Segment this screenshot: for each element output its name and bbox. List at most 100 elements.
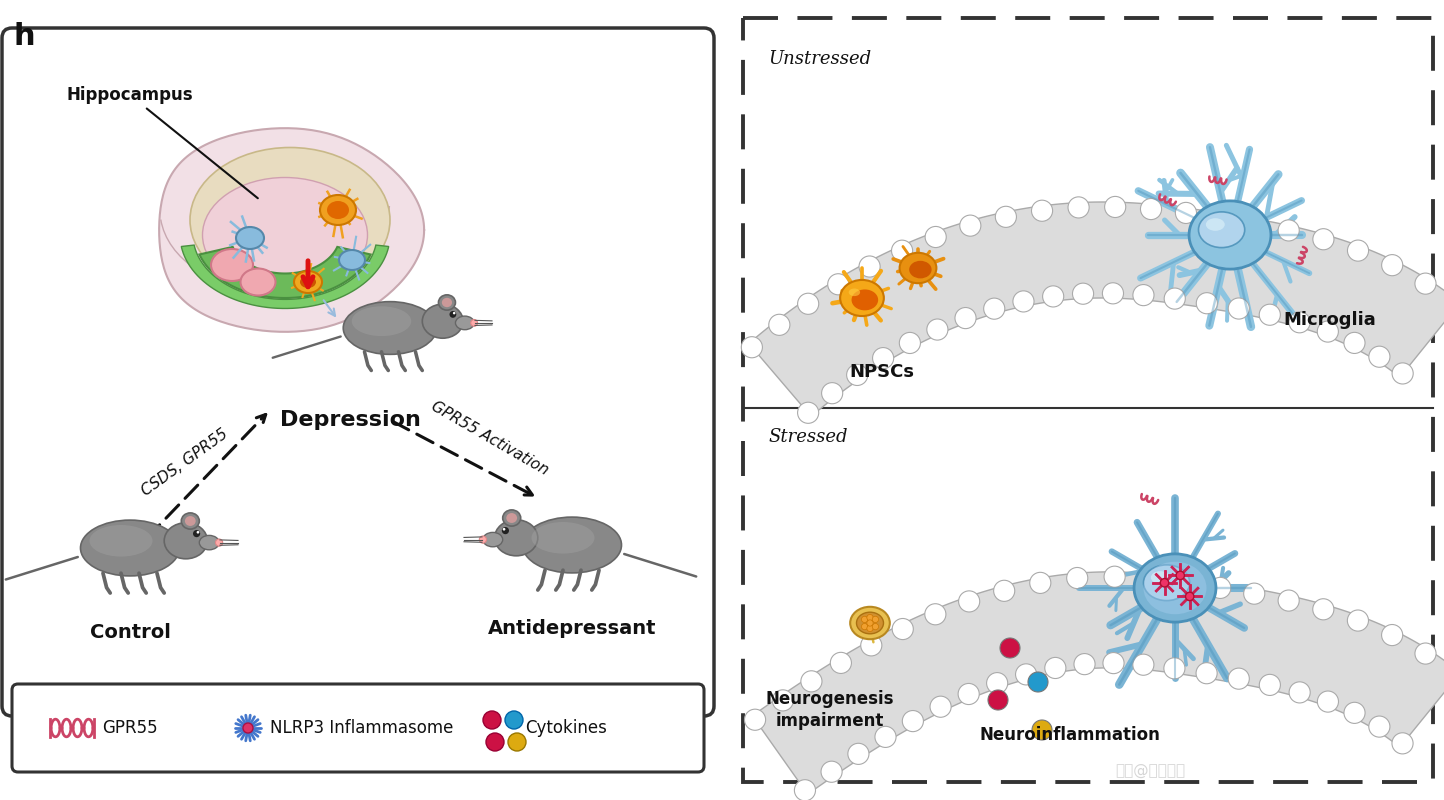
Circle shape	[1067, 567, 1087, 589]
Circle shape	[1134, 285, 1154, 306]
Circle shape	[861, 634, 882, 656]
Circle shape	[960, 215, 980, 236]
Ellipse shape	[199, 535, 219, 550]
Circle shape	[1186, 592, 1194, 601]
Circle shape	[1028, 672, 1048, 692]
Circle shape	[1001, 638, 1019, 658]
Circle shape	[1415, 273, 1435, 294]
Ellipse shape	[90, 525, 153, 557]
Circle shape	[959, 591, 979, 612]
Text: Unstressed: Unstressed	[768, 50, 871, 68]
Circle shape	[794, 780, 816, 800]
Circle shape	[875, 726, 897, 747]
Circle shape	[1012, 291, 1034, 312]
Circle shape	[930, 696, 952, 718]
Circle shape	[1141, 198, 1161, 220]
Circle shape	[768, 314, 790, 335]
Text: Control: Control	[90, 622, 170, 642]
Ellipse shape	[840, 280, 884, 316]
Circle shape	[891, 240, 913, 262]
Circle shape	[1344, 702, 1365, 723]
Ellipse shape	[852, 290, 878, 310]
Circle shape	[1289, 312, 1310, 333]
Circle shape	[959, 683, 979, 705]
Polygon shape	[752, 572, 1444, 794]
Ellipse shape	[81, 520, 179, 576]
Circle shape	[801, 670, 822, 692]
Circle shape	[995, 206, 1017, 227]
Circle shape	[1229, 668, 1249, 690]
Circle shape	[1132, 654, 1154, 675]
Circle shape	[822, 761, 842, 782]
Ellipse shape	[442, 298, 452, 307]
Ellipse shape	[851, 606, 890, 639]
Text: GPR55: GPR55	[103, 719, 157, 737]
Ellipse shape	[1134, 554, 1216, 622]
Circle shape	[846, 364, 868, 386]
Circle shape	[1278, 590, 1300, 611]
Circle shape	[503, 528, 505, 530]
Ellipse shape	[910, 261, 931, 278]
Circle shape	[1382, 625, 1402, 646]
Circle shape	[1015, 664, 1037, 685]
Ellipse shape	[503, 510, 521, 526]
Circle shape	[453, 312, 455, 314]
Circle shape	[797, 402, 819, 423]
Polygon shape	[199, 247, 371, 298]
Ellipse shape	[182, 513, 199, 529]
Circle shape	[482, 711, 501, 729]
Circle shape	[1210, 578, 1230, 598]
Circle shape	[924, 604, 946, 625]
Circle shape	[1031, 200, 1053, 222]
Circle shape	[1259, 674, 1281, 695]
Circle shape	[1278, 220, 1300, 241]
Circle shape	[1164, 288, 1186, 309]
Circle shape	[449, 311, 456, 318]
Circle shape	[1074, 654, 1095, 674]
Circle shape	[872, 347, 894, 369]
Circle shape	[1103, 653, 1123, 674]
Circle shape	[848, 743, 869, 765]
Circle shape	[745, 709, 765, 730]
Circle shape	[1043, 286, 1064, 307]
Text: GPR55 Activation: GPR55 Activation	[429, 398, 552, 478]
Text: 知乎@脑声常谈: 知乎@脑声常谈	[1115, 763, 1186, 778]
Circle shape	[797, 294, 819, 314]
Circle shape	[1102, 282, 1123, 304]
Ellipse shape	[455, 316, 474, 330]
Circle shape	[1175, 572, 1197, 594]
Ellipse shape	[295, 271, 322, 293]
Circle shape	[1045, 658, 1066, 678]
Ellipse shape	[849, 289, 861, 296]
Circle shape	[983, 298, 1005, 319]
Circle shape	[503, 527, 508, 534]
Ellipse shape	[185, 516, 196, 526]
Circle shape	[1392, 733, 1414, 754]
Circle shape	[866, 620, 874, 626]
Ellipse shape	[531, 522, 595, 554]
Circle shape	[243, 723, 253, 733]
Circle shape	[1243, 583, 1265, 604]
Circle shape	[1175, 571, 1184, 579]
Circle shape	[1243, 213, 1265, 234]
Circle shape	[1229, 298, 1249, 319]
Circle shape	[954, 307, 976, 329]
Ellipse shape	[300, 276, 316, 288]
Circle shape	[926, 226, 946, 247]
Circle shape	[862, 623, 868, 630]
Circle shape	[986, 673, 1008, 694]
Circle shape	[862, 616, 868, 622]
Circle shape	[508, 733, 526, 751]
Ellipse shape	[1188, 201, 1271, 269]
Circle shape	[1369, 716, 1391, 737]
Ellipse shape	[495, 520, 537, 556]
Ellipse shape	[1144, 565, 1190, 601]
FancyBboxPatch shape	[1, 28, 713, 716]
Polygon shape	[159, 128, 425, 332]
Circle shape	[1141, 568, 1161, 590]
FancyBboxPatch shape	[12, 684, 705, 772]
Circle shape	[830, 652, 852, 674]
Ellipse shape	[856, 612, 884, 634]
Circle shape	[1105, 196, 1126, 218]
Circle shape	[1317, 691, 1339, 712]
